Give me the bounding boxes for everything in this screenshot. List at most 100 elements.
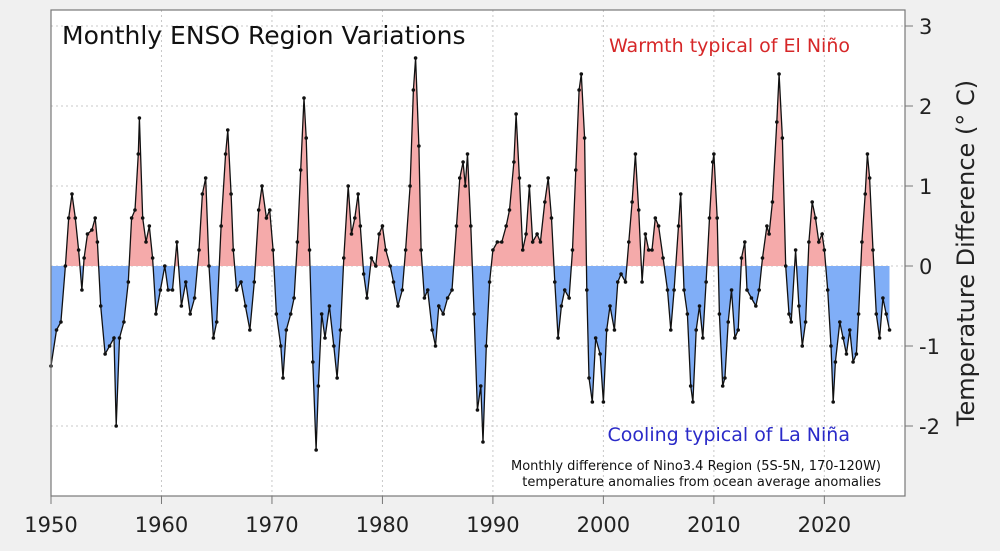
data-point [450, 288, 454, 292]
data-point [844, 352, 849, 356]
data-point [615, 280, 620, 284]
data-point [585, 288, 589, 292]
data-point [535, 232, 539, 236]
y-tick-label: 3 [919, 15, 932, 39]
data-point [867, 176, 872, 180]
data-point [400, 288, 405, 292]
data-point [739, 256, 744, 260]
data-point [710, 160, 715, 164]
data-point [361, 272, 366, 276]
data-point [243, 304, 248, 308]
data-point [203, 176, 208, 180]
data-point [567, 296, 571, 300]
data-point [623, 280, 628, 284]
data-point [704, 280, 708, 284]
data-point [140, 216, 145, 220]
data-point [512, 160, 516, 164]
data-point [871, 248, 875, 252]
data-point [408, 184, 412, 188]
x-tick-label: 2010 [687, 513, 740, 537]
data-point [697, 304, 702, 308]
data-point [587, 376, 591, 380]
data-point [800, 344, 805, 348]
data-point [807, 240, 811, 244]
data-point [729, 288, 734, 292]
data-point [745, 288, 749, 292]
data-point [723, 376, 727, 380]
data-point [260, 184, 264, 188]
data-point [520, 248, 525, 252]
data-point [863, 192, 868, 196]
data-point [608, 304, 612, 308]
data-point [117, 336, 122, 340]
y-axis-label: Temperature Difference (° C) [952, 80, 980, 427]
data-point [817, 240, 821, 244]
data-point [274, 312, 279, 316]
data-point [484, 344, 489, 348]
data-point [469, 224, 473, 228]
data-point [829, 344, 833, 348]
data-point [298, 168, 303, 172]
data-point [271, 248, 275, 252]
data-point [803, 320, 808, 324]
cool-annotation: Cooling typical of La Niña [608, 424, 850, 446]
data-point [183, 280, 188, 284]
data-point [137, 116, 142, 120]
data-point [549, 216, 554, 220]
y-tick-label: 1 [919, 175, 932, 199]
data-point [154, 312, 158, 316]
data-point [316, 384, 321, 388]
note-line-1: Monthly difference of Nino3.4 Region (5S… [511, 459, 881, 474]
data-point [640, 280, 644, 284]
data-point [665, 288, 670, 292]
data-point [158, 288, 163, 292]
data-point [90, 228, 94, 232]
data-point [672, 288, 676, 292]
data-point [207, 264, 211, 268]
y-tick-label: -1 [919, 335, 940, 359]
plot-frame [50, 9, 906, 497]
x-tick-label: 1960 [135, 513, 188, 537]
data-point [678, 192, 683, 196]
data-point [514, 112, 518, 116]
data-point [327, 304, 332, 308]
data-point [694, 328, 698, 332]
data-point [833, 360, 838, 364]
data-point [822, 248, 827, 252]
data-point [495, 240, 500, 244]
data-point [854, 352, 859, 356]
data-point [767, 232, 771, 236]
data-point [377, 232, 381, 236]
data-point [556, 336, 560, 340]
data-point [757, 288, 761, 292]
data-point [726, 320, 731, 324]
data-point [478, 384, 483, 388]
data-point [775, 120, 779, 124]
data-point [570, 248, 575, 252]
data-point [865, 152, 870, 156]
data-point [166, 288, 170, 292]
data-point [860, 240, 864, 244]
data-point [619, 272, 623, 276]
data-point [112, 336, 116, 340]
data-point [627, 240, 631, 244]
data-point [754, 304, 758, 308]
data-point [252, 280, 257, 284]
chart-title: Monthly ENSO Region Variations [62, 21, 466, 50]
data-point [80, 288, 84, 292]
data-point [383, 248, 388, 252]
x-tick-label: 1990 [466, 513, 519, 537]
data-point [391, 280, 396, 284]
data-point [231, 248, 236, 252]
series-points [49, 56, 892, 452]
data-point [396, 304, 400, 308]
data-point [311, 360, 315, 364]
data-point [720, 384, 725, 388]
data-point [881, 296, 885, 300]
data-point [302, 96, 306, 100]
data-point [499, 240, 504, 244]
data-point [292, 296, 296, 300]
data-point [332, 344, 336, 348]
data-point [813, 216, 818, 220]
data-point [717, 312, 722, 316]
